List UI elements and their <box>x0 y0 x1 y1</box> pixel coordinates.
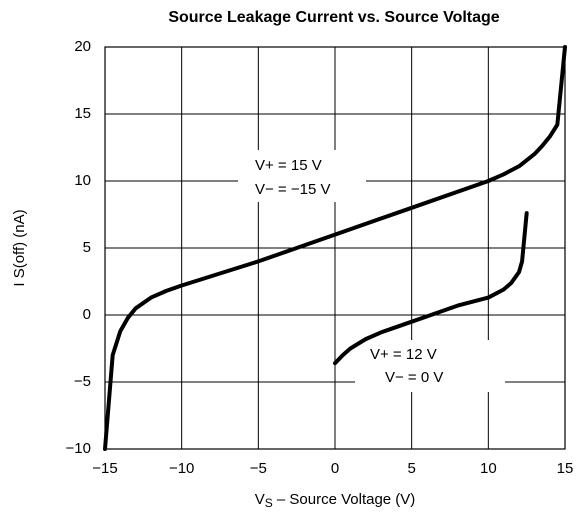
x-label-rest: – Source Voltage (V) <box>273 491 416 508</box>
y-tick-label: 0 <box>83 306 91 323</box>
annotation: V− = 0 V <box>385 369 443 386</box>
data-line <box>333 211 529 366</box>
x-tick-label: −15 <box>92 460 117 477</box>
x-label-sub: S <box>265 496 273 510</box>
annotation: V− = −15 V <box>255 181 330 198</box>
x-label-main: V <box>255 491 265 508</box>
annotation: V+ = 12 V <box>370 346 437 363</box>
x-axis-label: VS – Source Voltage (V) <box>255 491 416 510</box>
data-line <box>103 45 567 451</box>
y-tick-label: 15 <box>74 105 91 122</box>
x-tick-label: −5 <box>250 460 267 477</box>
y-tick-label: −5 <box>74 373 91 390</box>
y-tick-label: 10 <box>74 172 91 189</box>
annotation-background <box>355 340 505 392</box>
x-tick-label: −10 <box>169 460 194 477</box>
chart-title: Source Leakage Current vs. Source Voltag… <box>168 9 499 26</box>
annotation: V+ = 15 V <box>255 157 322 174</box>
y-tick-label: 5 <box>83 239 91 256</box>
plot-frame <box>104 46 566 450</box>
y-axis-label: I S(off) (nA) <box>11 209 28 286</box>
y-tick-label: −10 <box>66 440 91 457</box>
x-tick-label: 5 <box>407 460 415 477</box>
x-tick-label: 15 <box>557 460 574 477</box>
x-tick-label: 0 <box>331 460 339 477</box>
annotation-background <box>238 150 366 202</box>
y-tick-label: 20 <box>74 38 91 55</box>
x-tick-label: 10 <box>480 460 497 477</box>
